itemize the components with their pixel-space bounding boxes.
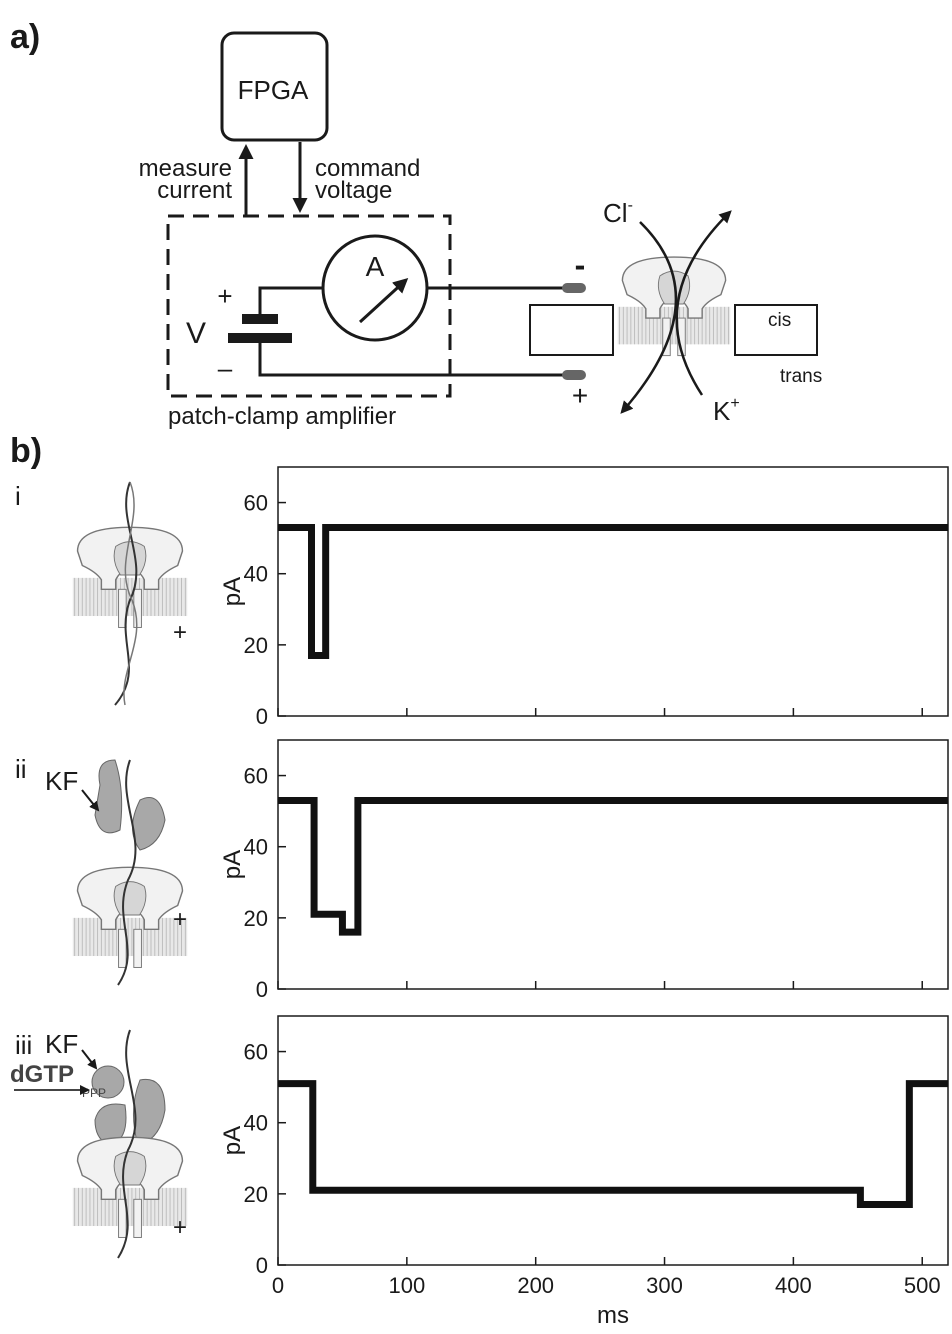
ion-path [620,221,678,414]
chloride-label: Cl- [603,197,633,228]
ion-path [675,210,732,396]
amplifier-label: patch-clamp amplifier [168,403,396,430]
y-tick-label: 60 [244,491,268,516]
pore [616,256,732,357]
trans-label: trans [780,366,822,387]
pore [72,866,188,969]
polymerase [94,1078,166,1146]
ammeter [321,234,429,342]
x-axis-label: ms [597,1302,629,1329]
y-tick-label: 60 [244,764,268,789]
ion: K [713,396,731,426]
battery-plate [228,333,292,343]
electrode-minus: - [575,247,586,283]
cis-label: cis [768,310,791,331]
x-tick-label: 400 [775,1273,812,1298]
plot-frame [277,466,949,717]
battery-plate [242,314,278,324]
current-trace [278,523,948,660]
battery-plus: + [217,281,232,311]
charge: + [730,395,739,412]
y-tick-label: 40 [244,562,268,587]
polymerase [94,759,166,851]
pore [72,526,188,629]
y-tick-label: 40 [244,835,268,860]
potassium-label: K+ [713,395,740,426]
panel-label: a) [10,18,40,56]
y-tick-label: 20 [244,906,268,931]
charge: - [628,197,633,214]
battery-minus: – [218,353,233,383]
panel-sublabel: i [15,481,21,511]
y-tick-label: 60 [244,1040,268,1065]
current-trace [278,796,948,936]
x-tick-label: 0 [272,1273,284,1298]
dna [123,481,138,706]
pore [72,1136,188,1239]
y-tick-label: 40 [244,1111,268,1136]
y-axis-label: pA [219,1126,246,1155]
dna [114,481,138,706]
arrow [81,1049,98,1070]
y-tick-label: 0 [256,977,268,1002]
arrow [81,789,100,812]
chamber-wall [734,304,818,356]
y-tick-label: 20 [244,633,268,658]
command-label: voltage [315,177,392,204]
voltage-label: V [186,317,206,350]
polarity: + [173,619,187,646]
wire [258,286,565,377]
dna [117,759,137,986]
chamber-wall [529,304,614,356]
y-tick-label: 0 [256,1253,268,1278]
x-tick-label: 100 [388,1273,425,1298]
amplifier-box [166,214,452,398]
measure-label: current [157,177,232,204]
polarity: + [173,1214,187,1241]
fpga-label: FPGA [238,75,309,105]
plot-frame [277,739,949,990]
ion: Cl [603,198,628,228]
kf-label: KF [45,1029,78,1059]
fpga-box [220,31,329,142]
ammeter-label: A [366,251,385,282]
ammeter-needle [358,277,409,324]
polymerase [91,1065,125,1099]
kf-label: KF [45,766,78,796]
polarity: + [173,906,187,933]
x-tick-label: 300 [646,1273,683,1298]
electrode [562,370,586,380]
measure-label: measure [139,155,232,182]
y-tick-label: 0 [256,704,268,729]
plot-frame [277,1015,949,1266]
ppp-label: PPP [82,1086,106,1100]
dgtp-label: dGTP [10,1061,74,1088]
electrode [562,283,586,293]
electrode-plus: + [572,380,588,411]
y-axis-label: pA [219,577,246,606]
current-trace [278,1080,948,1209]
command-label: command [315,155,420,182]
y-axis-label: pA [219,850,246,879]
panel-label: b) [10,432,42,470]
panel-sublabel: iii [15,1030,32,1060]
panel-sublabel: ii [15,754,27,784]
x-tick-label: 200 [517,1273,554,1298]
x-tick-label: 500 [904,1273,941,1298]
y-tick-label: 20 [244,1182,268,1207]
dna [117,1029,137,1259]
